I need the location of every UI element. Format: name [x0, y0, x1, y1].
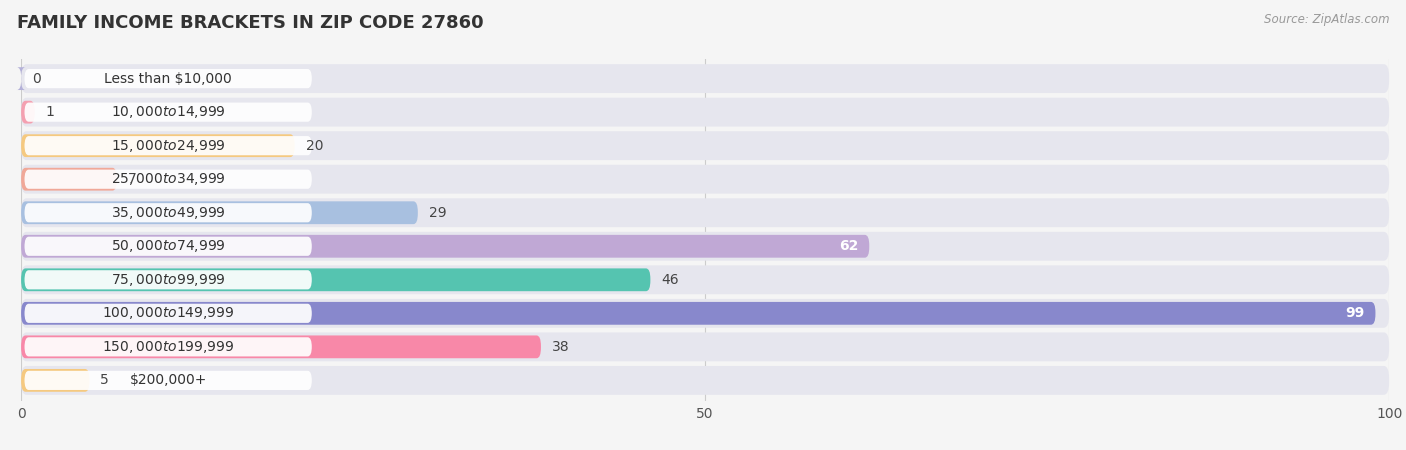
Text: $15,000 to $24,999: $15,000 to $24,999 — [111, 138, 225, 154]
Text: $25,000 to $34,999: $25,000 to $34,999 — [111, 171, 225, 187]
FancyBboxPatch shape — [24, 304, 312, 323]
Text: 29: 29 — [429, 206, 446, 220]
FancyBboxPatch shape — [21, 131, 1389, 160]
FancyBboxPatch shape — [21, 232, 1389, 261]
Text: $150,000 to $199,999: $150,000 to $199,999 — [103, 339, 235, 355]
Text: $50,000 to $74,999: $50,000 to $74,999 — [111, 238, 225, 254]
Text: 62: 62 — [839, 239, 858, 253]
Text: Source: ZipAtlas.com: Source: ZipAtlas.com — [1264, 14, 1389, 27]
FancyBboxPatch shape — [21, 369, 90, 392]
FancyBboxPatch shape — [21, 64, 1389, 93]
Text: FAMILY INCOME BRACKETS IN ZIP CODE 27860: FAMILY INCOME BRACKETS IN ZIP CODE 27860 — [17, 14, 484, 32]
Text: 99: 99 — [1346, 306, 1364, 320]
FancyBboxPatch shape — [21, 302, 1375, 325]
Text: 46: 46 — [661, 273, 679, 287]
Text: 0: 0 — [32, 72, 41, 86]
Text: 38: 38 — [553, 340, 569, 354]
Text: 5: 5 — [100, 374, 110, 387]
FancyBboxPatch shape — [21, 299, 1389, 328]
Text: $100,000 to $149,999: $100,000 to $149,999 — [103, 305, 235, 321]
FancyBboxPatch shape — [24, 69, 312, 88]
FancyBboxPatch shape — [21, 235, 869, 258]
FancyBboxPatch shape — [21, 198, 1389, 227]
FancyBboxPatch shape — [21, 134, 295, 157]
FancyBboxPatch shape — [24, 371, 312, 390]
FancyBboxPatch shape — [24, 136, 312, 155]
Text: Less than $10,000: Less than $10,000 — [104, 72, 232, 86]
Text: 1: 1 — [46, 105, 55, 119]
FancyBboxPatch shape — [21, 168, 117, 191]
Text: $200,000+: $200,000+ — [129, 374, 207, 387]
FancyBboxPatch shape — [24, 170, 312, 189]
FancyBboxPatch shape — [21, 101, 35, 124]
Text: 7: 7 — [128, 172, 136, 186]
FancyBboxPatch shape — [21, 268, 651, 291]
FancyBboxPatch shape — [24, 237, 312, 256]
FancyBboxPatch shape — [24, 203, 312, 222]
Text: $35,000 to $49,999: $35,000 to $49,999 — [111, 205, 225, 221]
FancyBboxPatch shape — [17, 67, 25, 90]
FancyBboxPatch shape — [21, 165, 1389, 194]
FancyBboxPatch shape — [21, 333, 1389, 361]
FancyBboxPatch shape — [24, 270, 312, 289]
Text: $75,000 to $99,999: $75,000 to $99,999 — [111, 272, 225, 288]
Text: 20: 20 — [305, 139, 323, 153]
FancyBboxPatch shape — [21, 366, 1389, 395]
Text: $10,000 to $14,999: $10,000 to $14,999 — [111, 104, 225, 120]
FancyBboxPatch shape — [21, 98, 1389, 126]
FancyBboxPatch shape — [24, 338, 312, 356]
FancyBboxPatch shape — [21, 335, 541, 358]
FancyBboxPatch shape — [24, 103, 312, 122]
FancyBboxPatch shape — [21, 201, 418, 224]
FancyBboxPatch shape — [21, 266, 1389, 294]
